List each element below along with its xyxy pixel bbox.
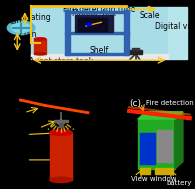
- Bar: [65, 53, 129, 55]
- Circle shape: [12, 23, 31, 33]
- Ellipse shape: [50, 177, 72, 183]
- Ellipse shape: [35, 38, 46, 40]
- Text: View window: View window: [131, 176, 177, 182]
- Text: valve: valve: [4, 131, 23, 137]
- Bar: [140, 133, 155, 164]
- Text: 3.3m: 3.3m: [126, 63, 146, 72]
- Text: Ventilating: Ventilating: [10, 13, 51, 22]
- Text: Shelf: Shelf: [90, 46, 109, 55]
- Text: Scale: Scale: [140, 11, 160, 20]
- Bar: [35, 39, 46, 54]
- Text: Fire detection tube: Fire detection tube: [63, 5, 136, 14]
- Bar: [31, 54, 168, 59]
- Circle shape: [8, 21, 35, 34]
- Text: Fire detection tube: Fire detection tube: [146, 100, 195, 106]
- Text: 2.0m: 2.0m: [17, 30, 37, 39]
- Text: (b): (b): [84, 99, 97, 108]
- Bar: [31, 7, 168, 56]
- Polygon shape: [175, 112, 183, 169]
- Bar: [65, 33, 129, 34]
- Bar: [168, 7, 187, 59]
- Text: Decompression: Decompression: [4, 125, 58, 131]
- Text: Pressure gauge: Pressure gauge: [45, 110, 99, 116]
- Text: Module box: Module box: [72, 9, 116, 18]
- Bar: [155, 168, 165, 174]
- Bar: [124, 10, 129, 55]
- Text: (c): (c): [129, 99, 141, 108]
- Text: Digital video: Digital video: [155, 22, 195, 31]
- Polygon shape: [138, 112, 183, 119]
- Bar: [78, 18, 107, 31]
- Bar: [54, 120, 68, 122]
- Bar: [65, 11, 129, 13]
- Text: fan: fan: [10, 17, 22, 26]
- Bar: [140, 168, 150, 174]
- Ellipse shape: [35, 53, 46, 55]
- Text: store tank: store tank: [7, 162, 42, 168]
- Text: (a): (a): [175, 81, 187, 90]
- Bar: [50, 133, 72, 180]
- Bar: [74, 15, 113, 33]
- Text: 2.0m: 2.0m: [10, 48, 29, 57]
- Circle shape: [87, 23, 91, 26]
- Bar: [157, 130, 172, 162]
- Text: Agent store tank: Agent store tank: [29, 57, 93, 66]
- Bar: [165, 168, 173, 174]
- Text: Fire detection tube: Fire detection tube: [8, 101, 74, 107]
- Bar: [59, 122, 63, 127]
- Ellipse shape: [50, 130, 72, 135]
- Bar: [132, 48, 139, 50]
- Text: battery: battery: [166, 180, 191, 186]
- Bar: [138, 119, 175, 169]
- Bar: [130, 50, 142, 54]
- Bar: [65, 10, 70, 55]
